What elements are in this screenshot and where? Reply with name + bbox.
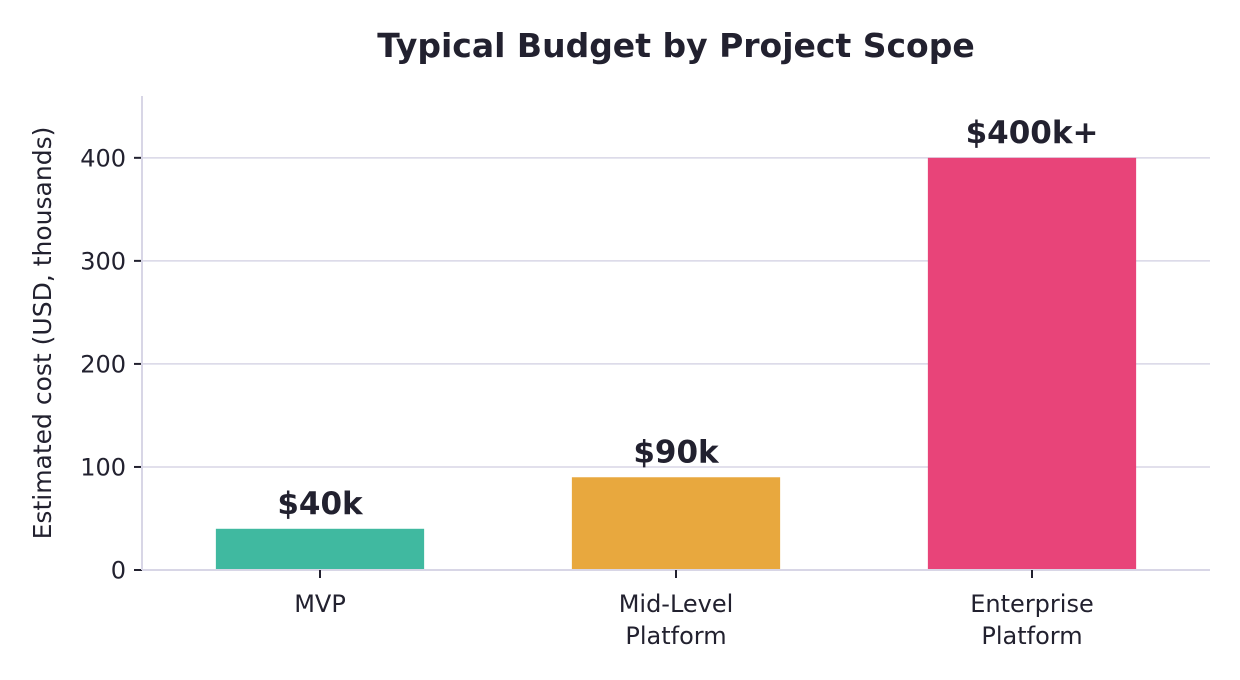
bar [571, 477, 781, 570]
x-tick-label: Enterprise Platform [970, 590, 1093, 650]
labels: 0 100 200 300 400 MVP $40k Mid-Level Platform $90… [80, 115, 1098, 650]
data-label: $400k+ [966, 115, 1099, 151]
data-label: $90k [633, 434, 720, 470]
x-tick-label: MVP [294, 590, 346, 618]
y-tick-label: 100 [80, 453, 126, 481]
data-label: $40k [277, 486, 364, 522]
y-tick-label: 200 [80, 350, 126, 378]
y-tick-label: 400 [80, 144, 126, 172]
x-tick-label: Mid-Level Platform [619, 590, 734, 650]
y-axis-label: Estimated cost (USD, thousands) [28, 127, 57, 540]
bar [927, 157, 1137, 570]
bars [215, 157, 1137, 570]
bar [215, 528, 425, 570]
y-tick-label: 300 [80, 247, 126, 275]
axes [134, 96, 1210, 578]
chart-title: Typical Budget by Project Scope [377, 26, 974, 65]
y-tick-label: 0 [111, 557, 126, 585]
